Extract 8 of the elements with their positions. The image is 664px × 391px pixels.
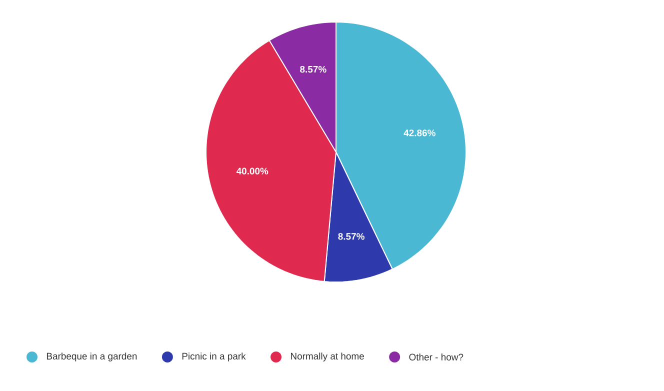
legend-label: Other - how? (409, 354, 464, 360)
data-label: 8.57% (338, 233, 364, 240)
legend-label: Picnic in a park (182, 352, 246, 362)
data-label: 40.00% (236, 168, 268, 174)
legend-label: Barbeque in a garden (46, 352, 137, 362)
data-label: 42.86% (404, 130, 436, 136)
legend-label: Normally at home (291, 352, 364, 362)
data-label: 8.57% (300, 66, 326, 73)
